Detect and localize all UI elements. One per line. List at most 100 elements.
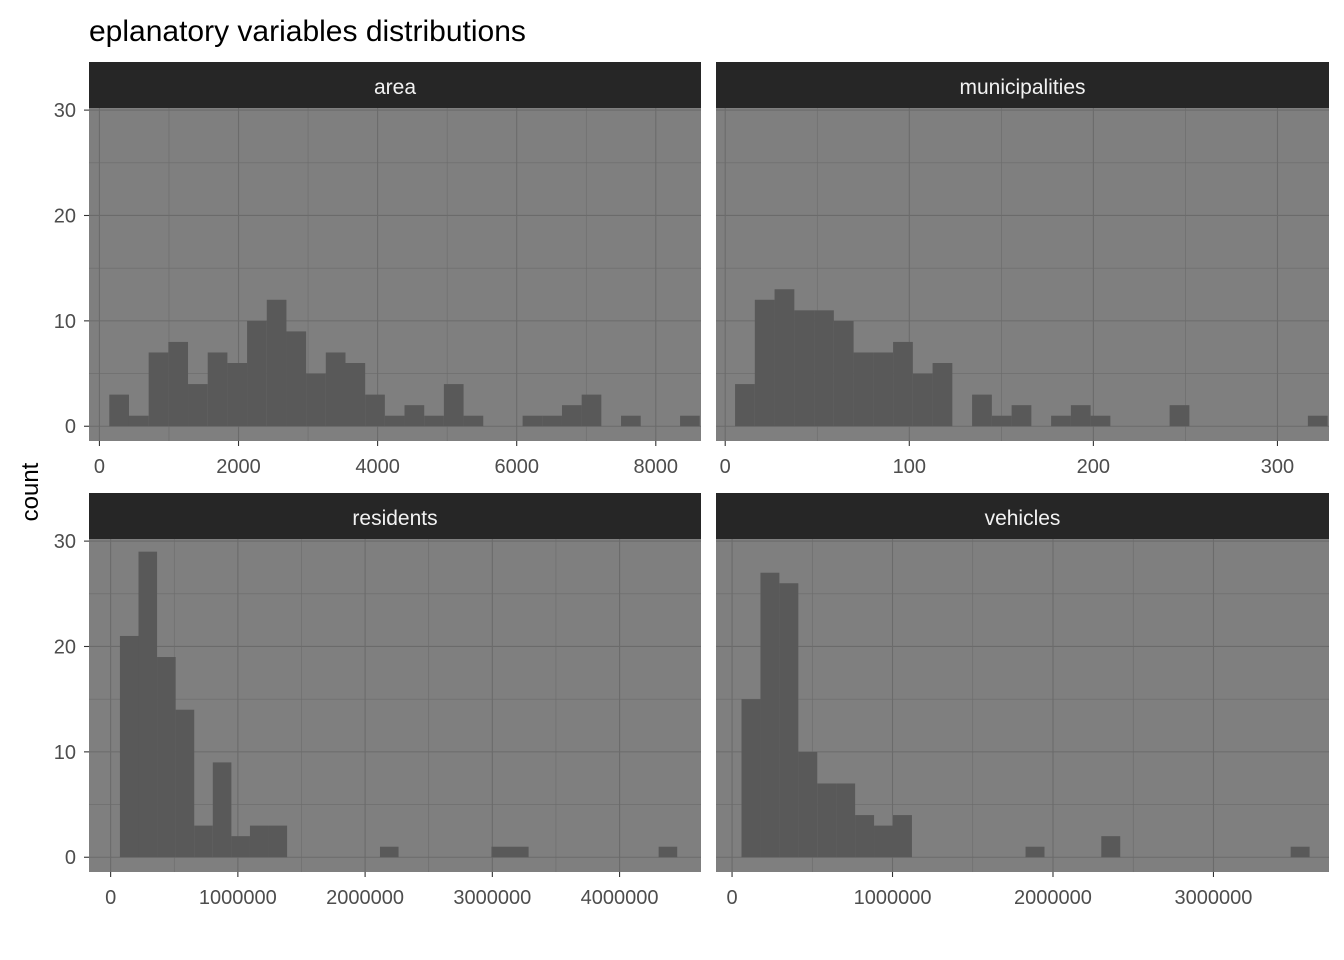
histogram-bar — [306, 373, 326, 427]
histogram-bar — [741, 699, 761, 858]
histogram-bar — [855, 815, 875, 858]
facet-panel-municipalities: municipalities 0 100 200 300 — [716, 62, 1329, 478]
histogram-bar — [1090, 415, 1111, 427]
histogram-bar — [345, 363, 366, 427]
y-tick-label: 20 — [54, 636, 76, 658]
x-tick-label: 3000000 — [453, 887, 531, 909]
histogram-bar — [384, 415, 405, 427]
histogram-bar — [814, 310, 834, 427]
y-tick-label: 30 — [54, 100, 76, 122]
histogram-bar — [1101, 836, 1121, 858]
histogram-bar — [1070, 405, 1091, 427]
histogram-bar — [463, 415, 484, 427]
histogram-bar — [249, 825, 269, 858]
histogram-bar — [268, 825, 288, 858]
histogram-bar — [561, 405, 582, 427]
facet-strip-label: vehicles — [985, 507, 1061, 530]
histogram-bar — [873, 352, 894, 427]
histogram-bar — [972, 394, 992, 427]
histogram-bar — [680, 415, 700, 427]
x-tick-label: 0 — [726, 887, 737, 909]
histogram-bar — [148, 352, 169, 427]
facet-strip — [89, 493, 701, 539]
x-tick-label: 0 — [94, 456, 105, 478]
x-tick-label: 0 — [105, 887, 116, 909]
facet-panel-area: area 0 2000 4000 6000 8000 0 10 20 30 — [54, 62, 701, 478]
histogram-bar — [798, 751, 818, 858]
histogram-bar — [266, 299, 287, 427]
facet-strip-label: municipalities — [959, 76, 1085, 99]
facet-panel-residents: residents 0 1000000 2000000 3000000 4000000 0 1… — [54, 493, 701, 909]
histogram-bar — [892, 815, 912, 858]
histogram-bar — [853, 352, 874, 427]
histogram-bar — [874, 825, 893, 858]
histogram-bar — [424, 415, 444, 427]
x-tick-label: 4000000 — [581, 887, 659, 909]
histogram-bar — [621, 415, 641, 427]
x-tick-label: 100 — [893, 456, 926, 478]
histogram-bar — [1051, 415, 1071, 427]
x-tick-label: 200 — [1077, 456, 1110, 478]
histogram-bar — [1011, 405, 1032, 427]
histogram-bar — [325, 352, 346, 427]
histogram-bar — [658, 846, 678, 858]
histogram-bar — [510, 846, 529, 858]
facet-strip — [89, 62, 701, 108]
histogram-bar — [247, 320, 267, 427]
y-tick-label: 20 — [54, 205, 76, 227]
histogram-bar — [119, 635, 139, 858]
y-tick-label: 10 — [54, 311, 76, 333]
facet-strip-label: residents — [352, 507, 437, 530]
histogram-bar — [207, 352, 228, 427]
y-tick-label: 0 — [65, 416, 76, 438]
histogram-bar — [231, 836, 250, 858]
chart-title: eplanatory variables distributions — [89, 15, 526, 48]
histogram-bar — [175, 709, 195, 858]
histogram-bar — [779, 583, 799, 858]
histogram-bar — [735, 384, 755, 427]
y-tick-label: 0 — [65, 847, 76, 869]
histogram-bar — [157, 657, 176, 858]
histogram-bar — [542, 415, 562, 427]
histogram-bar — [1307, 415, 1328, 427]
histogram-bar — [581, 394, 602, 427]
facet-strip — [716, 62, 1329, 108]
histogram-bar — [1169, 405, 1190, 427]
histogram-bar — [109, 394, 129, 427]
histogram-bar — [138, 551, 158, 858]
histogram-bar — [991, 415, 1012, 427]
x-tick-label: 2000000 — [1014, 887, 1092, 909]
x-tick-label: 0 — [720, 456, 731, 478]
histogram-bar — [1025, 846, 1045, 858]
x-tick-label: 1000000 — [854, 887, 932, 909]
facet-strip-label: area — [374, 76, 416, 99]
histogram-bar — [1290, 846, 1310, 858]
x-tick-label: 2000000 — [326, 887, 404, 909]
histogram-bar — [754, 299, 775, 427]
histogram-bar — [833, 320, 854, 427]
y-tick-label: 30 — [54, 531, 76, 553]
histogram-bar — [522, 415, 543, 427]
histogram-bar — [817, 783, 837, 858]
histogram-bar — [212, 762, 232, 858]
histogram-bar — [286, 331, 307, 427]
x-tick-label: 6000 — [494, 456, 539, 478]
histogram-bar — [932, 363, 953, 427]
facet-panel-vehicles: vehicles 0 1000000 2000000 3000000 — [716, 493, 1329, 909]
histogram-bar — [443, 384, 464, 427]
facet-strip — [716, 493, 1329, 539]
y-axis-title: count — [17, 462, 44, 521]
histogram-bar — [168, 341, 189, 427]
histogram-bar — [194, 825, 213, 858]
histogram-bar — [774, 289, 795, 427]
histogram-bar — [379, 846, 399, 858]
x-tick-label: 2000 — [216, 456, 261, 478]
histogram-bar — [128, 415, 149, 427]
x-tick-label: 300 — [1261, 456, 1294, 478]
y-tick-label: 10 — [54, 742, 76, 764]
x-tick-label: 4000 — [355, 456, 400, 478]
histogram-bar — [760, 572, 780, 858]
x-tick-label: 1000000 — [199, 887, 277, 909]
